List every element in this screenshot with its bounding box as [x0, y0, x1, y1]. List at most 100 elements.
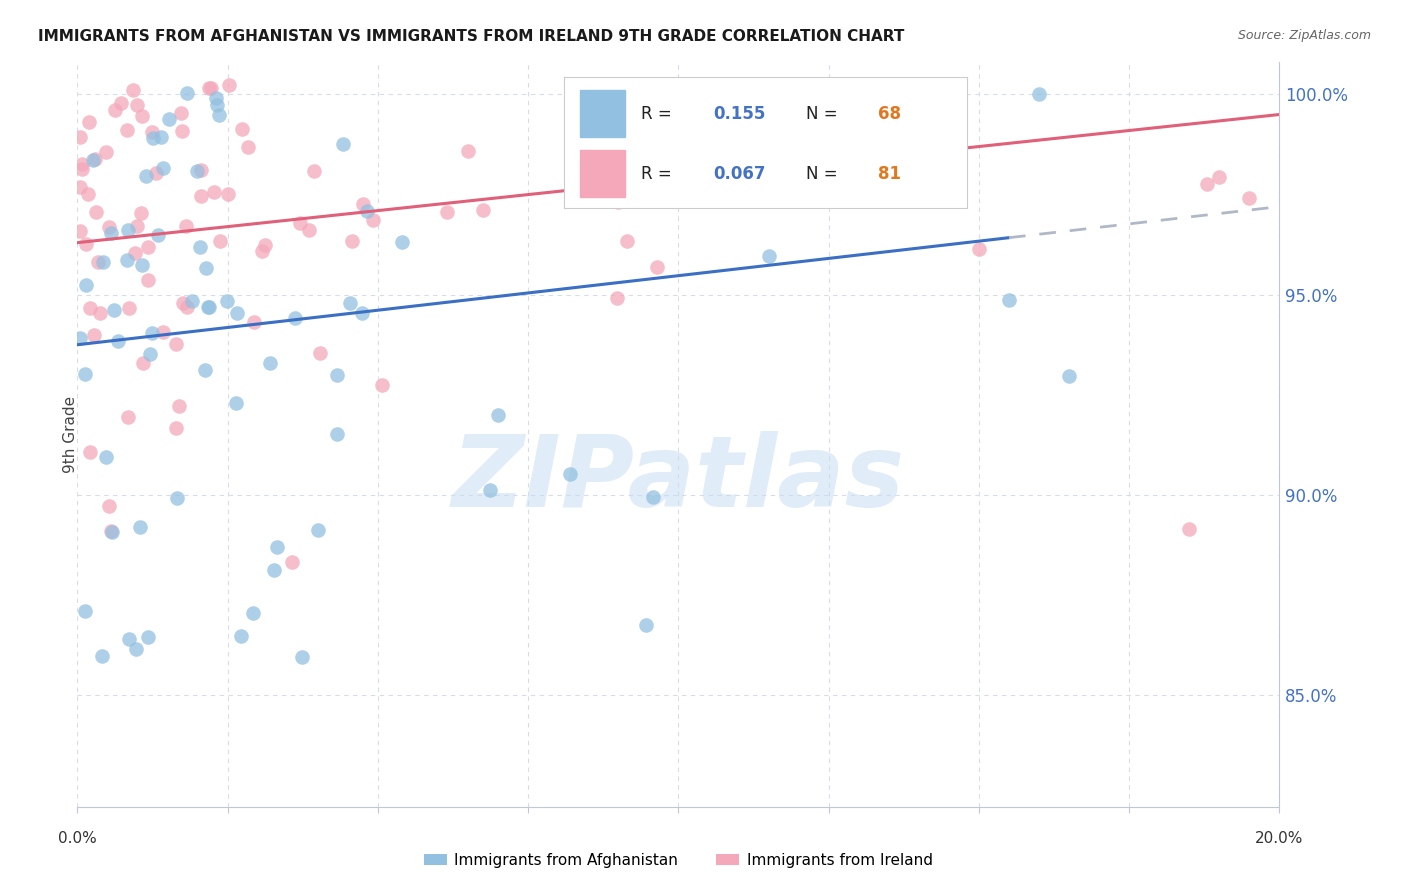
Point — [188, 239, 211, 253]
Point — [83, 328, 105, 343]
Point — [152, 161, 174, 176]
Point — [787, 83, 810, 97]
Point — [84, 152, 107, 166]
Point — [117, 410, 139, 425]
Point — [69, 331, 91, 345]
Point — [69, 180, 91, 194]
Point — [1208, 170, 1230, 185]
Point — [82, 153, 104, 167]
Point — [69, 224, 91, 238]
Point — [142, 130, 165, 145]
Point — [352, 196, 374, 211]
Point — [291, 650, 314, 665]
Point — [298, 223, 321, 237]
Point — [259, 356, 281, 370]
Point — [125, 97, 148, 112]
Point — [125, 642, 148, 657]
Point — [152, 325, 174, 339]
Point — [352, 305, 374, 319]
Point — [229, 629, 252, 643]
Point — [356, 204, 378, 219]
Point — [75, 604, 97, 618]
Point — [139, 347, 162, 361]
Point — [339, 296, 361, 310]
Point — [616, 234, 638, 248]
Point — [100, 524, 122, 538]
Point — [457, 145, 479, 159]
Point — [170, 106, 193, 120]
Point — [307, 523, 329, 537]
Point — [121, 83, 143, 97]
Point — [302, 164, 325, 178]
Point — [186, 164, 208, 178]
Point — [242, 607, 264, 621]
Point — [198, 81, 221, 95]
Point — [218, 78, 240, 93]
Point — [165, 337, 187, 351]
Point — [207, 108, 229, 122]
Point — [967, 242, 990, 256]
Point — [79, 444, 101, 458]
Point — [284, 310, 307, 325]
Point — [146, 228, 169, 243]
Point — [281, 556, 304, 570]
Point — [361, 213, 384, 227]
Point — [131, 110, 153, 124]
Point — [202, 185, 225, 199]
Point — [165, 421, 187, 435]
Point — [79, 301, 101, 315]
Point — [371, 378, 394, 392]
Point — [91, 649, 114, 664]
Point — [252, 244, 274, 259]
Point — [150, 130, 173, 145]
Point — [136, 631, 159, 645]
Point — [135, 169, 157, 183]
Point — [129, 206, 152, 220]
Point — [103, 302, 125, 317]
Point — [166, 491, 188, 505]
Point — [91, 254, 114, 268]
Point — [75, 237, 97, 252]
Point — [136, 273, 159, 287]
Point — [1239, 190, 1261, 204]
Point — [486, 408, 509, 422]
Point — [1197, 177, 1219, 191]
Point — [1057, 368, 1080, 383]
Point — [217, 186, 239, 201]
Point — [176, 300, 198, 314]
Point — [172, 123, 194, 137]
Point — [107, 334, 129, 349]
Point — [263, 563, 285, 577]
Point — [181, 294, 204, 309]
Point — [243, 315, 266, 329]
Point — [84, 205, 107, 219]
Point — [607, 194, 630, 209]
Point — [131, 258, 153, 272]
Point — [117, 222, 139, 236]
Point — [641, 490, 664, 504]
Text: 20.0%: 20.0% — [1256, 831, 1303, 847]
Point — [190, 189, 212, 203]
Legend: Immigrants from Afghanistan, Immigrants from Ireland: Immigrants from Afghanistan, Immigrants … — [418, 847, 939, 874]
Point — [79, 114, 101, 128]
Point — [125, 219, 148, 233]
Point — [157, 112, 180, 127]
Point — [236, 140, 259, 154]
Point — [391, 235, 413, 249]
Point — [115, 123, 138, 137]
Point — [998, 293, 1021, 307]
Point — [266, 541, 288, 555]
Point — [340, 234, 363, 248]
Point — [101, 525, 124, 540]
Point — [176, 219, 198, 234]
Point — [650, 169, 672, 184]
Point — [70, 157, 93, 171]
Point — [118, 301, 141, 315]
Point — [77, 187, 100, 202]
Point — [94, 145, 117, 159]
Point — [326, 427, 349, 442]
Point — [575, 178, 598, 193]
Point — [89, 306, 111, 320]
Point — [606, 292, 628, 306]
Point — [647, 260, 669, 274]
